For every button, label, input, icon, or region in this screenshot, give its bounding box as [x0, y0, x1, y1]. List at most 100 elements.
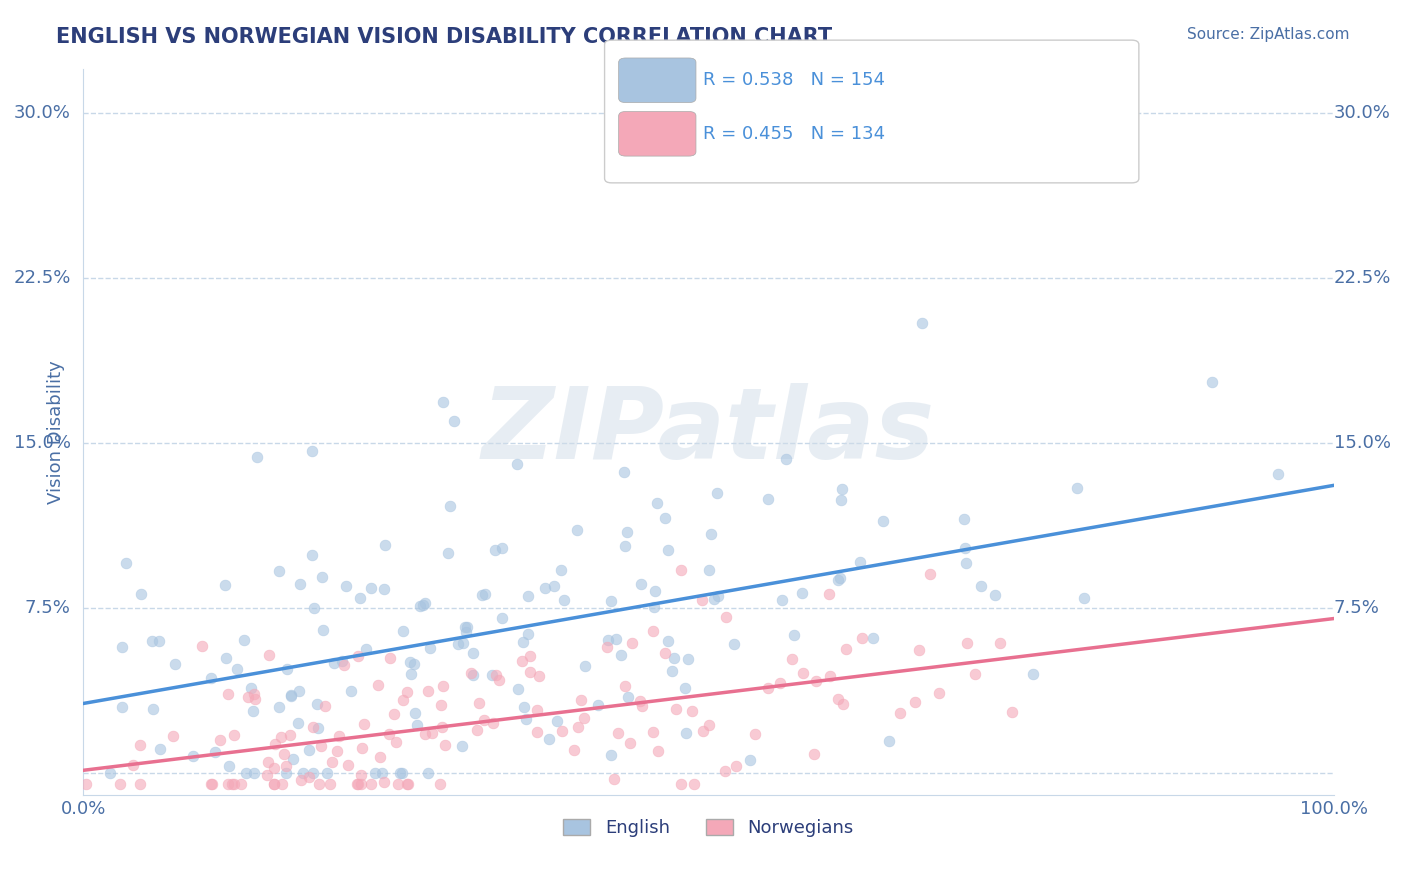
Point	[465, 723, 488, 737]
Point	[200, 777, 222, 791]
Point	[346, 777, 368, 791]
Point	[373, 582, 395, 596]
Point	[270, 777, 292, 791]
Point	[783, 628, 806, 642]
Point	[430, 698, 453, 713]
Point	[451, 636, 474, 650]
Point	[267, 700, 290, 714]
Point	[333, 657, 356, 672]
Point	[872, 514, 894, 528]
Text: ENGLISH VS NORWEGIAN VISION DISABILITY CORRELATION CHART: ENGLISH VS NORWEGIAN VISION DISABILITY C…	[56, 27, 832, 46]
Point	[827, 573, 849, 587]
Point	[243, 687, 266, 701]
Point	[619, 736, 641, 750]
Point	[956, 636, 979, 650]
Point	[849, 555, 872, 569]
Point	[395, 777, 418, 791]
Text: 22.5%: 22.5%	[1334, 268, 1391, 286]
Point	[335, 578, 357, 592]
Point	[472, 713, 495, 727]
Point	[412, 598, 434, 612]
Point	[740, 753, 762, 767]
Point	[657, 633, 679, 648]
Legend: English, Norwegians: English, Norwegians	[555, 812, 860, 845]
Point	[834, 642, 856, 657]
Point	[236, 690, 259, 704]
Point	[700, 526, 723, 541]
Point	[443, 414, 465, 428]
Point	[1267, 467, 1289, 481]
Point	[647, 744, 669, 758]
Point	[396, 777, 419, 791]
Point	[1022, 667, 1045, 681]
Point	[391, 766, 413, 780]
Point	[782, 652, 804, 666]
Point	[456, 620, 478, 634]
Point	[526, 725, 548, 739]
Text: 15.0%: 15.0%	[1334, 434, 1391, 452]
Point	[217, 777, 239, 791]
Point	[446, 636, 468, 650]
Point	[681, 704, 703, 718]
Point	[550, 563, 572, 577]
Point	[432, 394, 454, 409]
Point	[669, 777, 692, 791]
Point	[714, 610, 737, 624]
Point	[553, 593, 575, 607]
Point	[263, 777, 285, 791]
Point	[209, 732, 232, 747]
Point	[314, 698, 336, 713]
Point	[756, 681, 779, 695]
Point	[862, 631, 884, 645]
Text: ZIPatlas: ZIPatlas	[482, 384, 935, 481]
Point	[204, 745, 226, 759]
Point	[432, 680, 454, 694]
Point	[222, 777, 245, 791]
Text: R = 0.538   N = 154: R = 0.538 N = 154	[703, 71, 884, 89]
Point	[108, 777, 131, 791]
Point	[911, 316, 934, 330]
Point	[617, 690, 640, 705]
Point	[406, 718, 429, 732]
Point	[491, 541, 513, 556]
Point	[235, 766, 257, 780]
Point	[233, 633, 256, 648]
Point	[399, 656, 422, 670]
Point	[323, 656, 346, 670]
Point	[274, 766, 297, 780]
Point	[321, 755, 343, 769]
Point	[148, 634, 170, 648]
Point	[538, 732, 561, 747]
Point	[1201, 375, 1223, 389]
Point	[278, 728, 301, 742]
Point	[215, 650, 238, 665]
Point	[953, 541, 976, 555]
Point	[384, 735, 406, 749]
Point	[706, 486, 728, 500]
Point	[543, 579, 565, 593]
Point	[433, 738, 456, 752]
Point	[388, 766, 411, 780]
Point	[264, 737, 287, 751]
Point	[610, 648, 633, 662]
Point	[302, 600, 325, 615]
Point	[350, 768, 373, 782]
Point	[224, 729, 246, 743]
Point	[301, 548, 323, 562]
Point	[567, 720, 589, 734]
Text: 30.0%: 30.0%	[14, 103, 70, 121]
Point	[364, 766, 387, 780]
Point	[340, 684, 363, 698]
Point	[510, 654, 533, 668]
Point	[315, 766, 337, 780]
Point	[374, 539, 396, 553]
Point	[368, 750, 391, 764]
Point	[302, 766, 325, 780]
Text: 7.5%: 7.5%	[1334, 599, 1379, 617]
Point	[330, 655, 353, 669]
Text: 30.0%: 30.0%	[1334, 103, 1391, 121]
Point	[382, 706, 405, 721]
Point	[367, 678, 389, 692]
Point	[673, 681, 696, 695]
Point	[242, 705, 264, 719]
